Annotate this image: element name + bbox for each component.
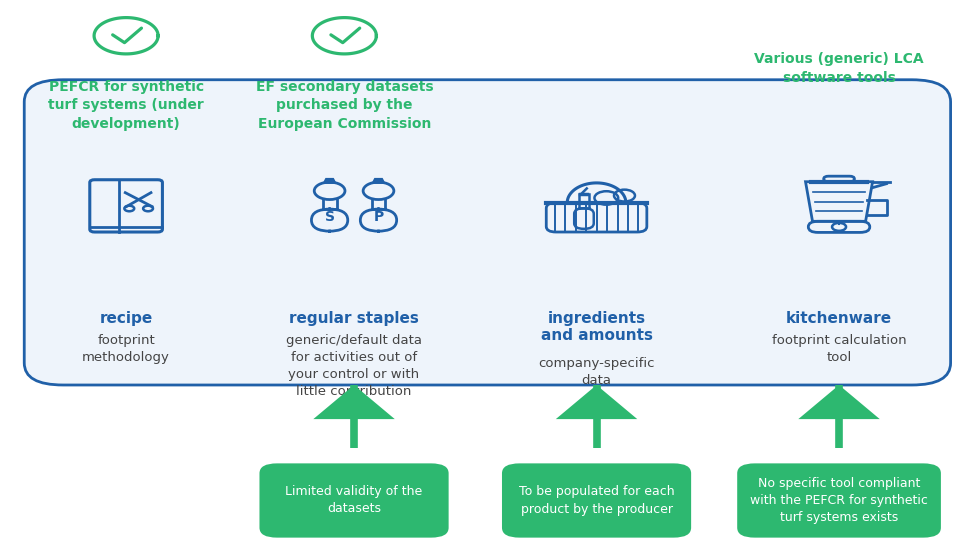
Polygon shape bbox=[797, 385, 879, 419]
FancyBboxPatch shape bbox=[259, 463, 448, 538]
Polygon shape bbox=[324, 179, 335, 183]
Text: recipe: recipe bbox=[100, 311, 152, 326]
FancyBboxPatch shape bbox=[502, 463, 690, 538]
Text: S: S bbox=[325, 210, 334, 224]
Text: footprint calculation
tool: footprint calculation tool bbox=[771, 334, 905, 364]
Text: Limited validity of the
datasets: Limited validity of the datasets bbox=[285, 486, 422, 515]
Text: P: P bbox=[373, 210, 383, 224]
FancyBboxPatch shape bbox=[24, 80, 950, 385]
Text: Various (generic) LCA
software tools: Various (generic) LCA software tools bbox=[754, 52, 922, 85]
Text: PEFCR for synthetic
turf systems (under
development): PEFCR for synthetic turf systems (under … bbox=[48, 80, 203, 130]
Text: company-specific
data: company-specific data bbox=[538, 357, 654, 387]
Polygon shape bbox=[555, 385, 637, 419]
Text: footprint
methodology: footprint methodology bbox=[82, 334, 170, 364]
Text: To be populated for each
product by the producer: To be populated for each product by the … bbox=[518, 486, 673, 515]
Text: generic/default data
for activities out of
your control or with
little contribut: generic/default data for activities out … bbox=[286, 334, 422, 398]
Text: EF secondary datasets
purchased by the
European Commission: EF secondary datasets purchased by the E… bbox=[255, 80, 433, 130]
Polygon shape bbox=[372, 179, 384, 183]
FancyBboxPatch shape bbox=[736, 463, 940, 538]
Text: regular staples: regular staples bbox=[289, 311, 419, 326]
Text: No specific tool compliant
with the PEFCR for synthetic
turf systems exists: No specific tool compliant with the PEFC… bbox=[749, 477, 927, 524]
Text: kitchenware: kitchenware bbox=[785, 311, 891, 326]
Polygon shape bbox=[313, 385, 394, 419]
Text: ingredients
and amounts: ingredients and amounts bbox=[540, 311, 652, 343]
